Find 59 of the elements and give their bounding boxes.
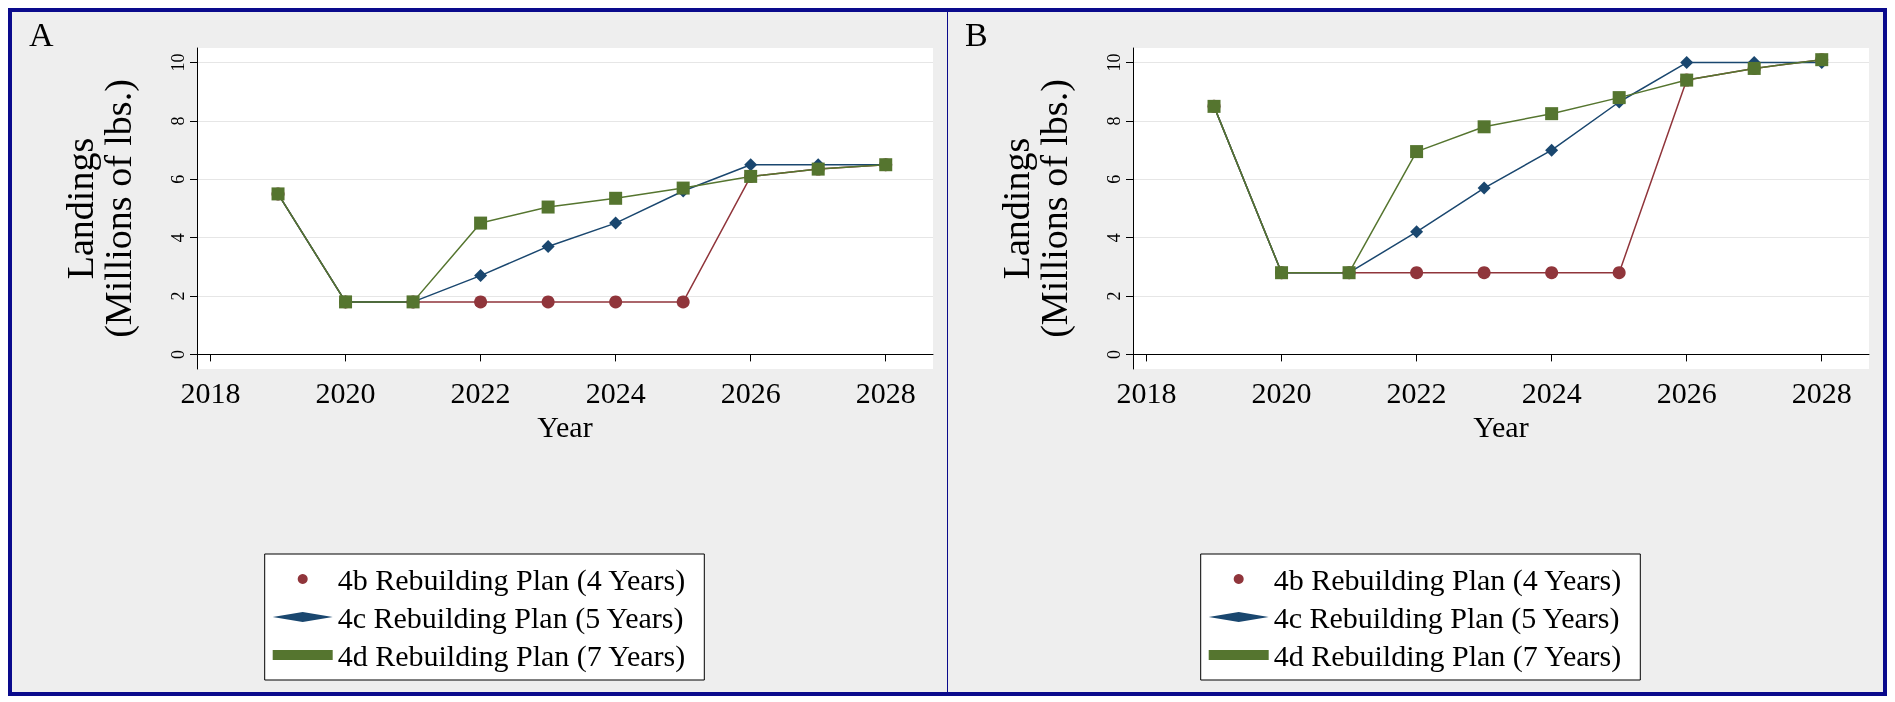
y-tick-label: 4 xyxy=(168,233,188,243)
y-tick-label: 4 xyxy=(1104,233,1124,243)
y-tick-label: 10 xyxy=(168,53,188,72)
point xyxy=(1477,266,1491,280)
legend-label: 4d Rebuilding Plan (7 Years) xyxy=(337,638,686,673)
y-tick-label: 0 xyxy=(1104,349,1124,359)
y-tick-label: 10 xyxy=(1104,53,1124,72)
point xyxy=(1477,181,1491,195)
y-tick-label: 2 xyxy=(1104,291,1124,301)
legend-label: 4c Rebuilding Plan (5 Years) xyxy=(337,600,684,635)
point xyxy=(541,200,555,214)
x-tick-label: 2024 xyxy=(1521,375,1582,409)
point xyxy=(1410,145,1424,159)
point xyxy=(1680,56,1694,70)
point xyxy=(474,216,488,230)
x-tick-label: 2022 xyxy=(450,375,511,409)
y-tick-label: 2 xyxy=(168,291,188,301)
point xyxy=(744,158,758,172)
y-axis-title: Landings (Millions of lbs.) xyxy=(59,79,140,338)
legend-label: 4d Rebuilding Plan (7 Years) xyxy=(1273,638,1622,673)
y-axis-title: Landings (Millions of lbs.) xyxy=(995,79,1076,338)
chart-title: A xyxy=(29,15,54,53)
point xyxy=(609,216,623,230)
x-tick-label: 2020 xyxy=(315,375,376,409)
legend-label: 4b Rebuilding Plan (4 Years) xyxy=(337,562,686,597)
x-tick-label: 2028 xyxy=(1791,375,1852,409)
point xyxy=(1545,143,1559,157)
point xyxy=(609,295,623,309)
point xyxy=(1612,266,1626,280)
x-tick-label: 2020 xyxy=(1251,375,1312,409)
point xyxy=(609,191,623,205)
point xyxy=(1410,266,1424,280)
x-tick-label: 2024 xyxy=(585,375,646,409)
x-tick-label: 2022 xyxy=(1386,375,1447,409)
x-tick-label: 2026 xyxy=(720,375,781,409)
x-tick-label: 2018 xyxy=(180,375,241,409)
chart-title: B xyxy=(965,15,988,53)
x-axis-title: Year xyxy=(537,409,593,443)
x-tick-label: 2026 xyxy=(1656,375,1717,409)
point xyxy=(1477,120,1491,134)
y-tick-label: 8 xyxy=(168,116,188,126)
point xyxy=(1410,225,1424,239)
point xyxy=(541,239,555,253)
y-tick-label: 6 xyxy=(1104,174,1124,184)
point xyxy=(474,269,488,283)
point xyxy=(474,295,488,309)
y-tick-label: 6 xyxy=(168,174,188,184)
x-tick-label: 2028 xyxy=(855,375,916,409)
legend-label: 4b Rebuilding Plan (4 Years) xyxy=(1273,562,1622,597)
point xyxy=(541,295,555,309)
point xyxy=(1612,91,1626,105)
y-tick-label: 0 xyxy=(168,349,188,359)
point xyxy=(1545,266,1559,280)
point xyxy=(676,295,690,309)
x-axis-title: Year xyxy=(1473,409,1529,443)
legend-label: 4c Rebuilding Plan (5 Years) xyxy=(1273,600,1620,635)
y-tick-label: 8 xyxy=(1104,116,1124,126)
point xyxy=(1545,107,1559,121)
x-tick-label: 2018 xyxy=(1116,375,1177,409)
